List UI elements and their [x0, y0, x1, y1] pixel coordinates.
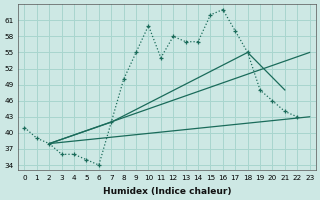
- X-axis label: Humidex (Indice chaleur): Humidex (Indice chaleur): [103, 187, 231, 196]
